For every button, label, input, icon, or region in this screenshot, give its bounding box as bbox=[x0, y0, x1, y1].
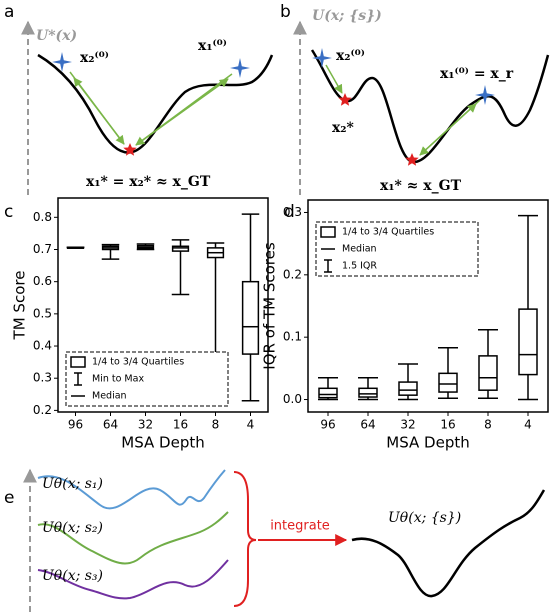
y-tick-label: 0.3 bbox=[283, 205, 302, 219]
curve-label: Uθ(x; s₃) bbox=[42, 568, 103, 584]
y-tick-label: 0.0 bbox=[283, 392, 302, 406]
star bbox=[52, 52, 72, 72]
curve-label: Uθ(x; s₂) bbox=[42, 520, 103, 536]
y-tick-label: 0.7 bbox=[33, 242, 52, 256]
energy-curve bbox=[37, 469, 226, 510]
legend-label: Median bbox=[92, 391, 127, 402]
x-tick-label: 96 bbox=[320, 418, 335, 432]
box bbox=[518, 308, 538, 376]
y-axis-label: TM Score bbox=[11, 271, 29, 341]
panel-label: c bbox=[4, 202, 13, 222]
legend-label: 1.5 IQR bbox=[342, 261, 377, 272]
legend-label: 1/4 to 3/4 Quartiles bbox=[342, 227, 434, 238]
result-label: x₁* ≈ x_GT bbox=[380, 178, 462, 194]
x-axis-label: MSA Depth bbox=[121, 434, 204, 452]
star bbox=[312, 48, 332, 68]
legend-label: Median bbox=[342, 244, 377, 255]
panel-label: a bbox=[4, 2, 14, 22]
star bbox=[123, 143, 137, 156]
star bbox=[230, 58, 250, 78]
legend-frame bbox=[315, 221, 479, 277]
brace bbox=[233, 471, 257, 607]
result-label: Uθ(x; {s}) bbox=[388, 510, 461, 526]
legend-label: 1/4 to 3/4 Quartiles bbox=[92, 357, 184, 368]
x-tick-label: 4 bbox=[247, 418, 255, 432]
star bbox=[475, 85, 495, 105]
arrow bbox=[325, 64, 343, 94]
plot-frame bbox=[307, 199, 549, 413]
y-tick-label: 0.8 bbox=[33, 210, 52, 224]
arrow bbox=[135, 78, 229, 146]
energy-label: U(x; {s}) bbox=[312, 8, 382, 24]
x-tick-label: 32 bbox=[400, 418, 415, 432]
y-tick-label: 0.4 bbox=[33, 339, 52, 353]
x-axis-label: MSA Depth bbox=[386, 434, 469, 452]
legend-icon bbox=[324, 259, 332, 273]
start-label: x₂⁽⁰⁾ bbox=[80, 50, 109, 66]
arrow bbox=[73, 77, 125, 145]
y-tick-label: 0.5 bbox=[33, 306, 52, 320]
min-label: x₂* bbox=[332, 120, 354, 136]
box bbox=[171, 245, 190, 252]
energy-curve bbox=[37, 559, 229, 600]
curve-label: Uθ(x; s₁) bbox=[42, 476, 103, 492]
y-tick-label: 0.3 bbox=[33, 371, 52, 385]
x-tick-label: 64 bbox=[103, 418, 118, 432]
star bbox=[338, 93, 352, 106]
start-label: x₁⁽⁰⁾ = x_r bbox=[440, 66, 514, 82]
box bbox=[241, 280, 260, 355]
arrow-label: integrate bbox=[270, 519, 330, 534]
x-tick-label: 16 bbox=[440, 418, 455, 432]
box bbox=[478, 355, 498, 391]
x-tick-label: 4 bbox=[524, 418, 532, 432]
y-tick-label: 0.1 bbox=[283, 330, 302, 344]
legend-icon bbox=[320, 226, 336, 238]
star bbox=[405, 153, 419, 166]
box bbox=[398, 381, 418, 396]
x-tick-label: 8 bbox=[484, 418, 492, 432]
box bbox=[438, 372, 458, 393]
energy-curve bbox=[310, 49, 550, 164]
y-tick-label: 0.2 bbox=[283, 267, 302, 281]
arrow bbox=[419, 103, 477, 156]
box bbox=[318, 387, 338, 399]
start-label: x₂⁽⁰⁾ bbox=[336, 48, 365, 64]
x-tick-label: 96 bbox=[68, 418, 83, 432]
x-tick-label: 32 bbox=[138, 418, 153, 432]
box bbox=[358, 387, 378, 398]
energy-label: U*(x) bbox=[36, 28, 77, 44]
x-tick-label: 8 bbox=[212, 418, 220, 432]
x-tick-label: 64 bbox=[360, 418, 375, 432]
legend-icon bbox=[70, 356, 86, 368]
x-tick-label: 16 bbox=[173, 418, 188, 432]
plot-frame bbox=[57, 197, 269, 413]
panel-label: e bbox=[4, 488, 14, 508]
panel-label: b bbox=[280, 2, 291, 22]
y-axis-label: IQR of TM Scores bbox=[261, 242, 279, 370]
y-tick-label: 0.6 bbox=[33, 274, 52, 288]
result-label: x₁* = x₂* ≈ x_GT bbox=[86, 174, 211, 190]
legend-frame bbox=[65, 351, 229, 407]
legend-icon bbox=[74, 372, 82, 386]
energy-curve bbox=[37, 511, 229, 565]
start-label: x₁⁽⁰⁾ bbox=[198, 38, 227, 54]
energy-curve bbox=[351, 489, 546, 598]
energy-curve bbox=[37, 53, 274, 154]
panel-label: d bbox=[284, 202, 295, 222]
y-tick-label: 0.2 bbox=[33, 403, 52, 417]
legend-label: Min to Max bbox=[92, 374, 144, 385]
